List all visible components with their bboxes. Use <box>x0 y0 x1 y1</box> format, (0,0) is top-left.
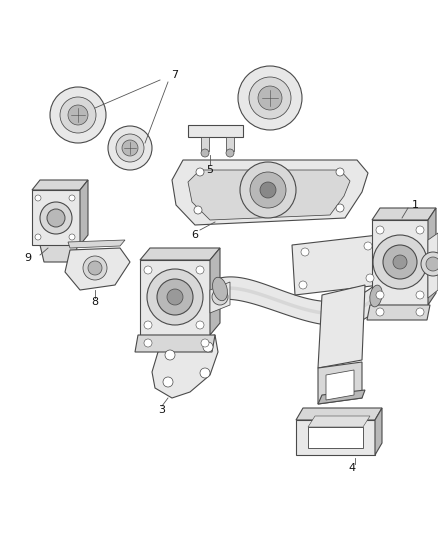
Circle shape <box>212 289 228 305</box>
Circle shape <box>249 77 291 119</box>
Circle shape <box>144 339 152 347</box>
Circle shape <box>50 87 106 143</box>
Circle shape <box>196 266 204 274</box>
Text: 7: 7 <box>171 70 179 80</box>
Circle shape <box>376 226 384 234</box>
Polygon shape <box>326 370 354 400</box>
Polygon shape <box>372 220 428 305</box>
Circle shape <box>196 321 204 329</box>
Polygon shape <box>308 416 370 427</box>
Circle shape <box>157 279 193 315</box>
Circle shape <box>336 168 344 176</box>
Polygon shape <box>428 233 438 298</box>
Circle shape <box>122 140 138 156</box>
Polygon shape <box>65 248 130 290</box>
Polygon shape <box>367 305 430 320</box>
Circle shape <box>35 195 41 201</box>
Circle shape <box>69 195 75 201</box>
Circle shape <box>226 149 234 157</box>
Circle shape <box>147 269 203 325</box>
Polygon shape <box>152 335 218 398</box>
Polygon shape <box>318 390 365 404</box>
Circle shape <box>258 86 282 110</box>
Circle shape <box>240 162 296 218</box>
Text: 1: 1 <box>411 200 418 210</box>
Circle shape <box>196 168 204 176</box>
Circle shape <box>165 350 175 360</box>
Circle shape <box>108 126 152 170</box>
Polygon shape <box>40 245 78 262</box>
Circle shape <box>299 281 307 289</box>
Circle shape <box>373 235 427 289</box>
Circle shape <box>116 134 144 162</box>
Polygon shape <box>80 180 88 245</box>
Circle shape <box>200 368 210 378</box>
Polygon shape <box>292 235 380 295</box>
Circle shape <box>144 321 152 329</box>
Polygon shape <box>296 420 375 455</box>
Polygon shape <box>218 277 378 326</box>
FancyBboxPatch shape <box>201 137 209 151</box>
Polygon shape <box>375 408 382 455</box>
Polygon shape <box>140 260 210 335</box>
Polygon shape <box>172 160 368 225</box>
Circle shape <box>83 256 107 280</box>
Circle shape <box>144 266 152 274</box>
Circle shape <box>60 97 96 133</box>
Circle shape <box>416 291 424 299</box>
Circle shape <box>238 66 302 130</box>
Circle shape <box>393 255 407 269</box>
Polygon shape <box>210 282 230 313</box>
Circle shape <box>69 234 75 240</box>
Circle shape <box>250 172 286 208</box>
Circle shape <box>194 206 202 214</box>
Text: 9: 9 <box>25 253 32 263</box>
Circle shape <box>416 308 424 316</box>
Circle shape <box>201 339 209 347</box>
Polygon shape <box>318 362 362 404</box>
Circle shape <box>40 202 72 234</box>
Circle shape <box>364 242 372 250</box>
Text: 6: 6 <box>191 230 198 240</box>
Circle shape <box>336 204 344 212</box>
Circle shape <box>47 209 65 227</box>
Circle shape <box>68 105 88 125</box>
Polygon shape <box>372 208 436 220</box>
Text: 4: 4 <box>349 463 356 473</box>
Circle shape <box>35 234 41 240</box>
Ellipse shape <box>212 277 227 301</box>
Text: 8: 8 <box>92 297 99 307</box>
Polygon shape <box>188 170 350 220</box>
Text: 5: 5 <box>206 165 213 175</box>
Circle shape <box>301 248 309 256</box>
Polygon shape <box>428 208 436 305</box>
Circle shape <box>416 226 424 234</box>
Text: 3: 3 <box>159 405 166 415</box>
FancyBboxPatch shape <box>188 125 243 137</box>
Ellipse shape <box>370 285 382 307</box>
Polygon shape <box>308 427 363 448</box>
Polygon shape <box>318 285 365 368</box>
Polygon shape <box>32 190 80 245</box>
Circle shape <box>366 274 374 282</box>
Circle shape <box>201 149 209 157</box>
Circle shape <box>383 245 417 279</box>
Circle shape <box>260 182 276 198</box>
Circle shape <box>203 342 213 352</box>
Polygon shape <box>140 248 220 260</box>
Circle shape <box>421 252 438 276</box>
Circle shape <box>88 261 102 275</box>
Circle shape <box>376 308 384 316</box>
Circle shape <box>426 257 438 271</box>
Circle shape <box>167 289 183 305</box>
Polygon shape <box>296 408 382 420</box>
Circle shape <box>163 377 173 387</box>
Polygon shape <box>68 240 125 248</box>
Circle shape <box>376 291 384 299</box>
Polygon shape <box>32 180 88 190</box>
Polygon shape <box>210 248 220 335</box>
Polygon shape <box>135 335 215 352</box>
FancyBboxPatch shape <box>226 137 234 151</box>
